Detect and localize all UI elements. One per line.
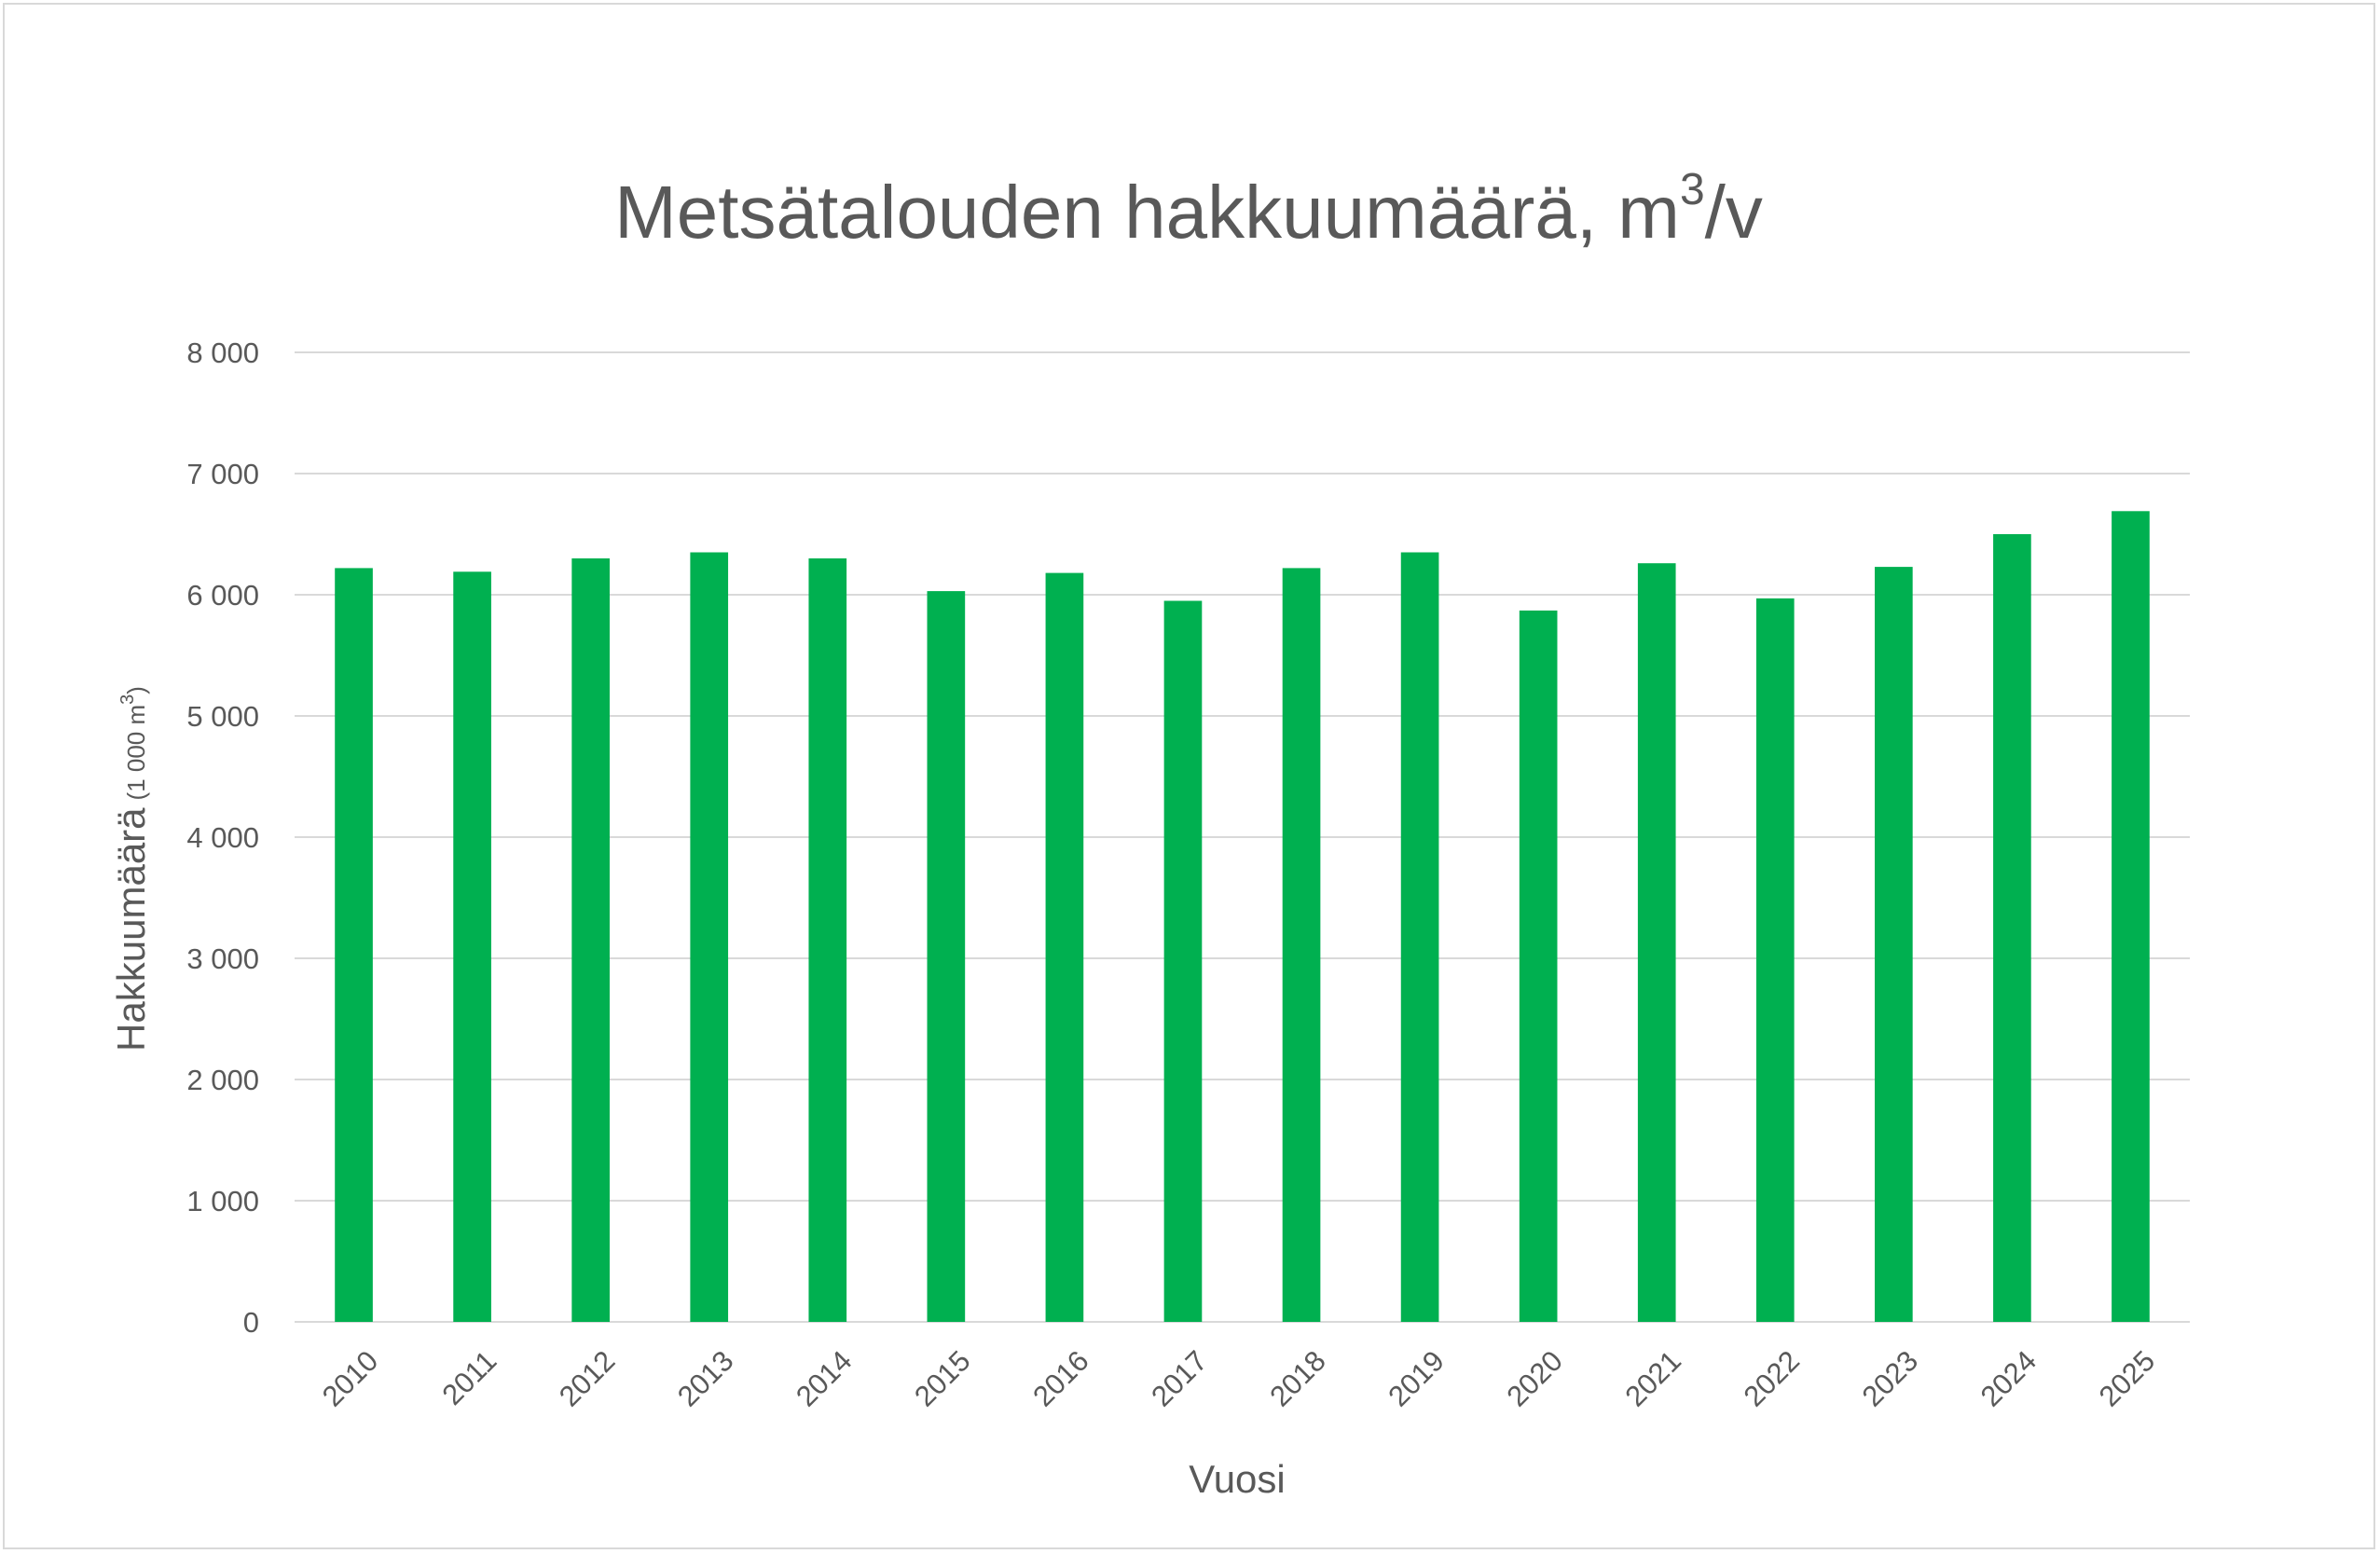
x-tick-label: 2016 xyxy=(1026,1344,1095,1413)
x-tick-label: 2014 xyxy=(790,1344,859,1413)
x-tick-label: 2024 xyxy=(1974,1344,2043,1413)
bar-2017 xyxy=(1163,600,1203,1322)
y-axis-unit-superscript: 3 xyxy=(117,694,138,705)
chart-title-superscript: 3 xyxy=(1680,165,1705,214)
chart-title: Metsätalouden hakkuumäärä, m3/v xyxy=(614,165,1763,254)
y-tick-label: 6 000 xyxy=(186,579,259,612)
gridlines xyxy=(295,351,2190,1323)
x-tick-label: 2011 xyxy=(435,1344,502,1411)
bar-2020 xyxy=(1519,610,1558,1322)
y-tick-label: 4 000 xyxy=(186,821,259,854)
y-axis-unit-suffix: ) xyxy=(122,686,150,694)
x-tick-label: 2022 xyxy=(1738,1344,1807,1413)
x-tick-label: 2012 xyxy=(553,1344,622,1413)
bars xyxy=(335,511,2150,1322)
bar-2016 xyxy=(1045,572,1084,1322)
y-tick-label: 2 000 xyxy=(186,1064,259,1096)
x-tick-label: 2020 xyxy=(1500,1344,1569,1413)
chart-title-main: Metsätalouden hakkuumäärä, m xyxy=(614,171,1680,254)
y-tick-label: 3 000 xyxy=(186,942,259,975)
y-tick-label: 1 000 xyxy=(186,1185,259,1217)
y-axis-unit: (1 000 m xyxy=(122,705,150,801)
bar-2014 xyxy=(808,558,847,1322)
bar-2019 xyxy=(1400,552,1439,1322)
chart-title-suffix: /v xyxy=(1705,171,1763,254)
x-tick-label: 2015 xyxy=(908,1344,977,1413)
bar-2022 xyxy=(1755,598,1795,1322)
bar-2012 xyxy=(571,558,610,1322)
x-tick-label: 2018 xyxy=(1263,1344,1332,1413)
bar-2010 xyxy=(335,568,373,1322)
x-tick-label: 2013 xyxy=(671,1344,740,1413)
x-tick-label: 2017 xyxy=(1145,1344,1214,1413)
y-tick-label: 7 000 xyxy=(186,458,259,490)
x-tick-label: 2021 xyxy=(1618,1344,1687,1413)
bar-2013 xyxy=(690,552,729,1322)
y-axis-title: Hakkuumäärä (1 000 m3) xyxy=(109,686,153,1052)
x-tick-label: 2010 xyxy=(316,1344,385,1413)
x-tick-label: 2023 xyxy=(1856,1344,1925,1413)
y-tick-label: 8 000 xyxy=(186,337,259,369)
bar-2023 xyxy=(1875,567,1913,1322)
y-tick-label: 0 xyxy=(243,1306,259,1339)
bar-2021 xyxy=(1637,563,1676,1322)
bar-2011 xyxy=(453,571,491,1322)
y-tick-label: 5 000 xyxy=(186,700,259,733)
x-tick-label: 2025 xyxy=(2093,1344,2162,1413)
x-axis-title: Vuosi xyxy=(1189,1457,1286,1501)
bar-2024 xyxy=(1993,534,2031,1322)
x-tick-label: 2019 xyxy=(1382,1344,1451,1413)
bar-2018 xyxy=(1282,568,1321,1322)
y-axis-title-main: Hakkuumäärä xyxy=(109,807,153,1052)
bar-2025 xyxy=(2112,511,2150,1322)
bar-2015 xyxy=(927,591,966,1322)
x-axis-tick-labels: 2010 2011 2012 2013 2014 2015 2016 2017 2018 2019… xyxy=(316,1344,2161,1413)
y-axis-tick-labels: 0 1 000 2 000 3 000 4 000 5 000 6 000 7 000 8 00… xyxy=(186,337,259,1339)
